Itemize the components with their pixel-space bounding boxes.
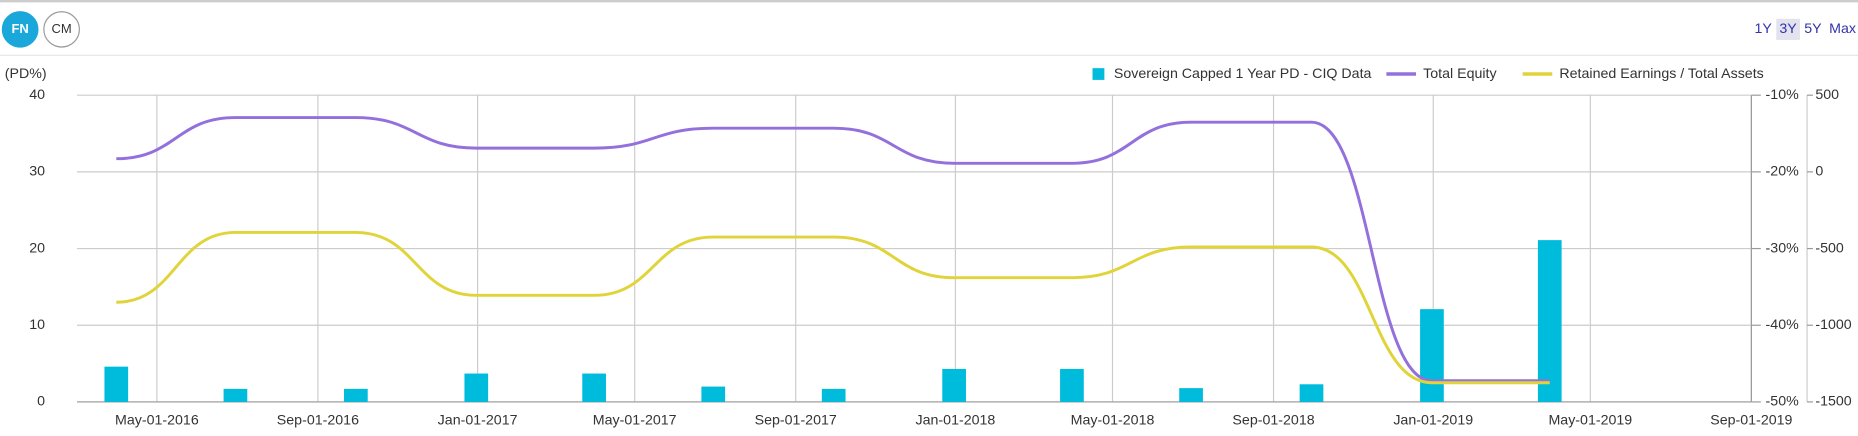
x-tick-label: May-01-2017 [593,412,677,428]
bar [942,368,966,402]
line [116,116,1550,383]
range-button[interactable]: 5Y [1804,21,1822,37]
y2-tick-label: -20% [1766,164,1800,180]
y-tick-label: 10 [29,317,45,333]
y-axis-label: (PD%) [5,66,47,82]
bar [701,386,726,402]
legend-label: Total Equity [1423,66,1497,82]
x-tick-label: Sep-01-2019 [1710,412,1792,428]
x-tick-label: May-01-2016 [115,412,199,428]
bar [1060,368,1084,402]
tab-button[interactable] [43,11,80,48]
tab-label: FN [11,21,28,36]
x-tick-label: Sep-01-2017 [755,412,837,428]
x-tick-label: May-01-2019 [1548,412,1632,428]
range-button[interactable]: Max [1829,21,1856,37]
y2-tick-label: -30% [1766,240,1800,256]
bar [464,373,489,402]
x-tick-label: Sep-01-2018 [1232,412,1314,428]
bar [344,388,368,402]
bar [821,388,846,402]
legend-label: Retained Earnings / Total Assets [1559,66,1763,82]
range-highlight [1776,18,1800,40]
range-button[interactable]: 1Y [1755,21,1773,37]
bar [104,366,129,402]
y3-tick-label: 0 [1815,164,1823,180]
y-tick-label: 20 [29,240,45,256]
tab-button[interactable] [1,11,39,48]
bar [1179,388,1203,402]
y3-tick-label: -1000 [1815,317,1851,333]
bar [1537,240,1562,402]
legend-label: Sovereign Capped 1 Year PD - CIQ Data [1114,66,1372,82]
x-tick-label: May-01-2018 [1071,412,1155,428]
y-tick-label: 30 [29,164,45,180]
y2-tick-label: -50% [1766,394,1800,410]
legend-swatch [1092,68,1105,80]
bar [1420,309,1444,402]
y2-tick-label: -40% [1766,317,1800,333]
x-tick-label: Jan-01-2017 [438,412,518,428]
y-tick-label: 40 [29,87,45,103]
x-tick-label: Sep-01-2016 [277,412,359,428]
bar [223,388,248,402]
y-tick-label: 0 [37,394,45,410]
bar [582,373,606,402]
x-tick-label: Jan-01-2018 [916,412,996,428]
y3-tick-label: -500 [1815,240,1844,256]
y2-tick-label: -10% [1766,87,1800,103]
range-button[interactable]: 3Y [1779,21,1797,37]
y3-tick-label: -1500 [1815,394,1851,410]
tab-label: CM [51,21,71,36]
x-tick-label: Jan-01-2019 [1393,412,1473,428]
y3-tick-label: 500 [1815,87,1839,103]
line [116,230,1550,385]
bar [1299,384,1324,402]
